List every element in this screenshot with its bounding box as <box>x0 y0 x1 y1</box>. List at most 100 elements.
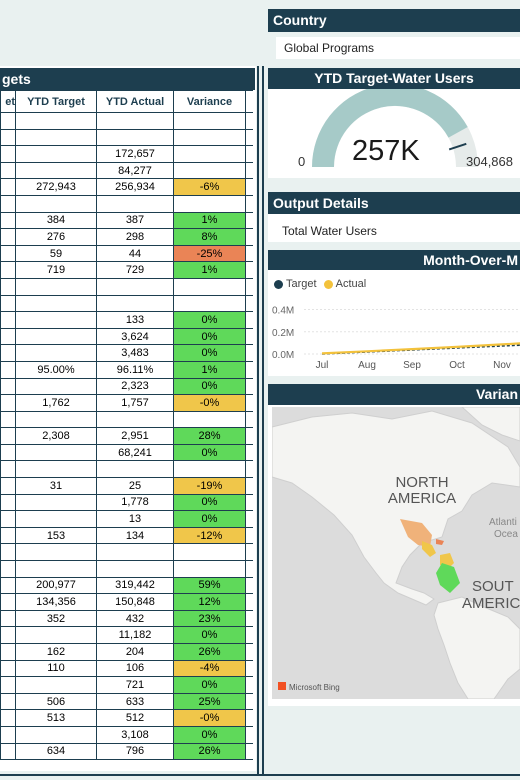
table-cell: 150,848 <box>96 593 174 611</box>
table-row[interactable] <box>0 194 253 213</box>
table-row[interactable] <box>0 460 253 479</box>
table-row[interactable]: 276 298 8% <box>0 228 253 246</box>
column-header[interactable]: YTD Target <box>15 90 97 113</box>
table-row[interactable]: 95.00% 96.11% 1% <box>0 360 253 379</box>
table-cell <box>0 576 16 595</box>
table-cell-spacer <box>245 742 253 761</box>
table-cell <box>15 128 97 147</box>
variance-cell: 0% <box>173 626 246 644</box>
table-cell <box>0 261 16 279</box>
table-row[interactable]: 31 25 -19% <box>0 477 253 495</box>
table-cell <box>0 244 16 263</box>
y-tick-label: 0.4M <box>272 306 294 317</box>
table-row[interactable]: 272,943 256,934 -6% <box>0 178 253 196</box>
variance-map[interactable]: NORTH AMERICA Atlanti Ocea SOUT AMERIC M… <box>272 407 520 699</box>
variance-cell: 26% <box>173 643 246 661</box>
table-cell: 719 <box>15 261 97 279</box>
table-row[interactable]: 134,356 150,848 12% <box>0 593 253 611</box>
table-row[interactable]: 59 44 -25% <box>0 244 253 263</box>
table-cell <box>96 543 174 562</box>
table-cell: 84,277 <box>96 161 174 180</box>
table-cell <box>0 344 16 362</box>
table-row[interactable]: 513 512 -0% <box>0 709 253 727</box>
greenland-shape <box>461 407 520 442</box>
table-row[interactable]: 153 134 -12% <box>0 526 253 545</box>
map-label-north: NORTH <box>395 474 448 491</box>
table-row[interactable]: 2,308 2,951 28% <box>0 427 253 445</box>
variance-cell <box>173 294 246 313</box>
table-cell <box>15 327 97 346</box>
table-cell <box>0 593 16 611</box>
table-cell <box>96 128 174 147</box>
table-row[interactable]: 3,483 0% <box>0 344 253 362</box>
table-row[interactable]: 3,624 0% <box>0 327 253 346</box>
table-row[interactable]: 719 729 1% <box>0 261 253 279</box>
table-row[interactable]: 384 387 1% <box>0 211 253 230</box>
legend-item-target[interactable]: Target <box>274 278 317 290</box>
table-row[interactable]: 68,241 0% <box>0 443 253 462</box>
table-row[interactable] <box>0 294 253 313</box>
table-cell-spacer <box>245 377 253 396</box>
table-cell: 796 <box>96 742 174 761</box>
table-row[interactable] <box>0 112 253 130</box>
table-row[interactable]: 2,323 0% <box>0 377 253 396</box>
variance-cell <box>173 112 246 130</box>
table-cell <box>0 725 16 744</box>
table-row[interactable]: 84,277 <box>0 161 253 180</box>
table-row[interactable]: 1,762 1,757 -0% <box>0 394 253 412</box>
table-row[interactable] <box>0 128 253 147</box>
table-row[interactable]: 172,657 <box>0 145 253 163</box>
table-row[interactable]: 352 432 23% <box>0 609 253 628</box>
table-row[interactable]: 162 204 26% <box>0 643 253 661</box>
variance-cell: 8% <box>173 228 246 246</box>
table-row[interactable]: 721 0% <box>0 676 253 694</box>
column-header[interactable]: et <box>0 90 16 113</box>
table-row[interactable] <box>0 543 253 562</box>
table-cell: 134,356 <box>15 593 97 611</box>
table-row[interactable]: 13 0% <box>0 510 253 528</box>
table-row[interactable]: 634 796 26% <box>0 742 253 761</box>
table-cell: 59 <box>15 244 97 263</box>
table-cell <box>0 360 16 379</box>
output-dropdown[interactable]: Total Water Users <box>276 221 520 241</box>
table-cell: 352 <box>15 609 97 628</box>
table-row[interactable] <box>0 410 253 429</box>
table-row[interactable]: 200,977 319,442 59% <box>0 576 253 595</box>
gauge-min: 0 <box>298 154 306 169</box>
table-cell-spacer <box>245 244 253 263</box>
legend-item-actual[interactable]: Actual <box>323 278 366 290</box>
table-row[interactable]: 11,182 0% <box>0 626 253 644</box>
table-cell: 3,108 <box>96 725 174 744</box>
table-cell <box>15 194 97 213</box>
series-line-actual[interactable] <box>321 342 520 355</box>
table-row[interactable]: 133 0% <box>0 311 253 329</box>
table-cell <box>0 609 16 628</box>
table-cell <box>0 211 16 230</box>
table-row[interactable]: 506 633 25% <box>0 692 253 711</box>
map-attribution: Microsoft Bing <box>289 683 340 692</box>
variance-cell: 59% <box>173 576 246 595</box>
table-cell <box>0 228 16 246</box>
country-caribbean <box>436 539 444 545</box>
table-cell-spacer <box>245 709 253 727</box>
table-cell-spacer <box>245 178 253 196</box>
variance-cell <box>173 410 246 429</box>
legend-dot-target <box>274 279 283 289</box>
country-dropdown[interactable]: Global Programs <box>276 37 520 59</box>
column-header[interactable]: Variance <box>173 90 246 113</box>
table-row[interactable]: 110 106 -4% <box>0 659 253 678</box>
table-cell: 2,308 <box>15 427 97 445</box>
table-cell <box>15 543 97 562</box>
table-cell: 319,442 <box>96 576 174 595</box>
table-cell <box>96 112 174 130</box>
column-header[interactable]: YTD Actual <box>96 90 174 113</box>
table-row[interactable]: 3,108 0% <box>0 725 253 744</box>
table-row[interactable]: 1,778 0% <box>0 493 253 512</box>
table-row[interactable] <box>0 277 253 296</box>
table-cell: 432 <box>96 609 174 628</box>
table-cell-spacer <box>245 277 253 296</box>
table-cell: 96.11% <box>96 360 174 379</box>
table-cell <box>0 659 16 678</box>
table-cell-spacer <box>245 228 253 246</box>
table-row[interactable] <box>0 560 253 578</box>
